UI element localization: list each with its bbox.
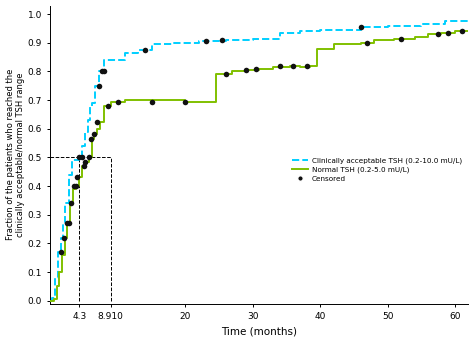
Point	[93, 119, 101, 124]
Point	[434, 31, 442, 37]
Point	[242, 67, 250, 73]
Legend: Clinically acceptable TSH (0.2-10.0 mU/L), Normal TSH (0.2-5.0 mU/L), Censored: Clinically acceptable TSH (0.2-10.0 mU/L…	[290, 154, 465, 185]
Point	[95, 83, 103, 89]
Y-axis label: Fraction of the patients who reached the
clinically acceptable/normal TSH range: Fraction of the patients who reached the…	[6, 69, 25, 240]
Point	[98, 69, 106, 74]
Point	[73, 175, 81, 180]
Point	[91, 132, 98, 137]
Point	[148, 99, 155, 104]
Point	[202, 39, 210, 44]
Point	[252, 66, 260, 71]
Point	[67, 200, 74, 206]
Point	[100, 69, 108, 74]
Point	[445, 30, 452, 36]
Point	[85, 155, 92, 160]
Point	[289, 64, 297, 69]
Point	[82, 159, 89, 165]
Point	[222, 71, 229, 77]
X-axis label: Time (months): Time (months)	[221, 327, 298, 337]
Point	[114, 99, 122, 104]
Point	[65, 221, 73, 226]
Point	[458, 29, 465, 34]
Point	[78, 155, 86, 160]
Point	[64, 221, 71, 226]
Point	[141, 47, 149, 53]
Point	[76, 155, 83, 160]
Point	[219, 37, 226, 43]
Point	[104, 103, 111, 108]
Point	[72, 183, 80, 189]
Point	[303, 63, 310, 68]
Point	[182, 99, 189, 104]
Point	[81, 163, 88, 169]
Point	[276, 64, 283, 69]
Point	[60, 235, 68, 240]
Point	[87, 136, 95, 142]
Point	[364, 40, 371, 45]
Point	[357, 24, 365, 30]
Point	[397, 36, 405, 41]
Point	[70, 183, 78, 189]
Point	[57, 249, 64, 255]
